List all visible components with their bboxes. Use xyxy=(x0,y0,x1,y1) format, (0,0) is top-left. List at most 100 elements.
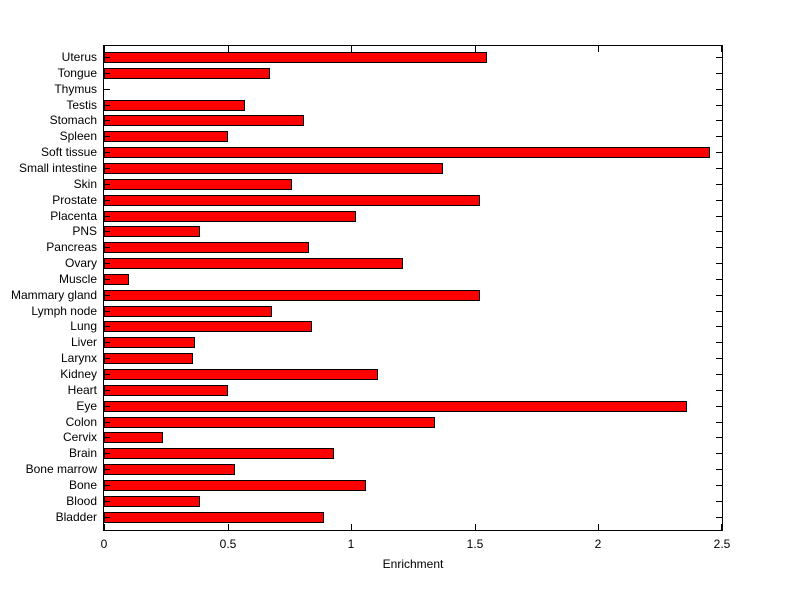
ytick-label-heart: Heart xyxy=(67,383,97,397)
ytick-label-liver: Liver xyxy=(70,335,97,349)
ytick-label-muscle: Muscle xyxy=(58,272,97,286)
y-tick-left xyxy=(104,437,110,438)
y-tick-left xyxy=(104,57,110,58)
y-tick-right xyxy=(716,279,722,280)
y-tick-right xyxy=(716,263,722,264)
ytick-label-pns: PNS xyxy=(72,224,97,238)
y-tick-left xyxy=(104,485,110,486)
ytick-label-soft-tissue: Soft tissue xyxy=(40,145,97,159)
bar-eye xyxy=(104,401,687,412)
x-tick-bottom xyxy=(721,524,722,530)
y-tick-right xyxy=(716,311,722,312)
bar-soft-tissue xyxy=(104,147,710,158)
y-tick-left xyxy=(104,263,110,264)
x-tick-bottom xyxy=(351,524,352,530)
plot-area xyxy=(103,45,723,531)
y-tick-left xyxy=(104,73,110,74)
y-tick-left xyxy=(104,406,110,407)
y-tick-right xyxy=(716,406,722,407)
ytick-label-prostate: Prostate xyxy=(52,193,97,207)
x-tick-bottom xyxy=(228,524,229,530)
y-tick-right xyxy=(716,89,722,90)
ytick-label-mammary-gland: Mammary gland xyxy=(10,288,97,302)
ytick-label-bone-marrow: Bone marrow xyxy=(25,462,97,476)
y-tick-left xyxy=(104,358,110,359)
x-tick-bottom xyxy=(475,524,476,530)
bar-brain xyxy=(104,448,334,459)
bar-small-intestine xyxy=(104,163,443,174)
bar-heart xyxy=(104,385,228,396)
y-tick-left xyxy=(104,120,110,121)
y-tick-left xyxy=(104,168,110,169)
y-tick-left xyxy=(104,216,110,217)
y-tick-right xyxy=(716,184,722,185)
ytick-label-lymph-node: Lymph node xyxy=(31,304,97,318)
y-tick-right xyxy=(716,295,722,296)
ytick-label-pancreas: Pancreas xyxy=(46,240,97,254)
ytick-label-skin: Skin xyxy=(73,177,97,191)
ytick-label-larynx: Larynx xyxy=(60,351,97,365)
bar-mammary-gland xyxy=(104,290,480,301)
bar-larynx xyxy=(104,353,193,364)
y-tick-left xyxy=(104,136,110,137)
xtick-label-1: 1 xyxy=(347,537,355,551)
ytick-label-uterus: Uterus xyxy=(61,50,97,64)
ytick-label-colon: Colon xyxy=(65,415,97,429)
y-tick-right xyxy=(716,437,722,438)
ytick-label-brain: Brain xyxy=(68,446,97,460)
y-tick-left xyxy=(104,374,110,375)
bar-lymph-node xyxy=(104,306,272,317)
y-tick-right xyxy=(716,453,722,454)
y-tick-left xyxy=(104,390,110,391)
bar-placenta xyxy=(104,211,356,222)
y-tick-left xyxy=(104,295,110,296)
y-tick-right xyxy=(716,469,722,470)
ytick-label-spleen: Spleen xyxy=(59,129,97,143)
y-tick-left xyxy=(104,279,110,280)
ytick-label-cervix: Cervix xyxy=(62,430,97,444)
bar-bladder xyxy=(104,512,324,523)
y-tick-right xyxy=(716,120,722,121)
x-tick-top xyxy=(351,46,352,52)
y-tick-left xyxy=(104,501,110,502)
y-tick-right xyxy=(716,485,722,486)
ytick-label-lung: Lung xyxy=(70,319,97,333)
y-tick-left xyxy=(104,326,110,327)
y-tick-left xyxy=(104,469,110,470)
xtick-label-0-5: 0.5 xyxy=(219,537,237,551)
xtick-label-2: 2 xyxy=(594,537,602,551)
x-tick-bottom xyxy=(598,524,599,530)
x-axis-title: Enrichment xyxy=(382,557,444,571)
ytick-label-ovary: Ovary xyxy=(64,256,97,270)
xtick-label-0: 0 xyxy=(100,537,108,551)
y-tick-right xyxy=(716,231,722,232)
y-tick-left xyxy=(104,422,110,423)
y-tick-left xyxy=(104,105,110,106)
bar-kidney xyxy=(104,369,378,380)
bar-liver xyxy=(104,337,195,348)
ytick-label-tongue: Tongue xyxy=(57,66,97,80)
y-tick-left xyxy=(104,184,110,185)
bar-prostate xyxy=(104,195,480,206)
ytick-label-eye: Eye xyxy=(76,399,97,413)
x-tick-top xyxy=(475,46,476,52)
y-tick-left xyxy=(104,517,110,518)
y-tick-right xyxy=(716,326,722,327)
bar-blood xyxy=(104,496,200,507)
y-tick-right xyxy=(716,390,722,391)
bar-uterus xyxy=(104,52,487,63)
bar-tongue xyxy=(104,68,270,79)
ytick-label-kidney: Kidney xyxy=(60,367,97,381)
bar-testis xyxy=(104,100,245,111)
y-tick-left xyxy=(104,231,110,232)
x-tick-top xyxy=(228,46,229,52)
ytick-label-blood: Blood xyxy=(66,494,97,508)
ytick-label-testis: Testis xyxy=(66,98,97,112)
ytick-label-placenta: Placenta xyxy=(50,209,97,223)
x-tick-top xyxy=(598,46,599,52)
xtick-label-2-5: 2.5 xyxy=(713,537,731,551)
y-tick-left xyxy=(104,453,110,454)
x-tick-top xyxy=(104,46,105,52)
y-tick-left xyxy=(104,247,110,248)
